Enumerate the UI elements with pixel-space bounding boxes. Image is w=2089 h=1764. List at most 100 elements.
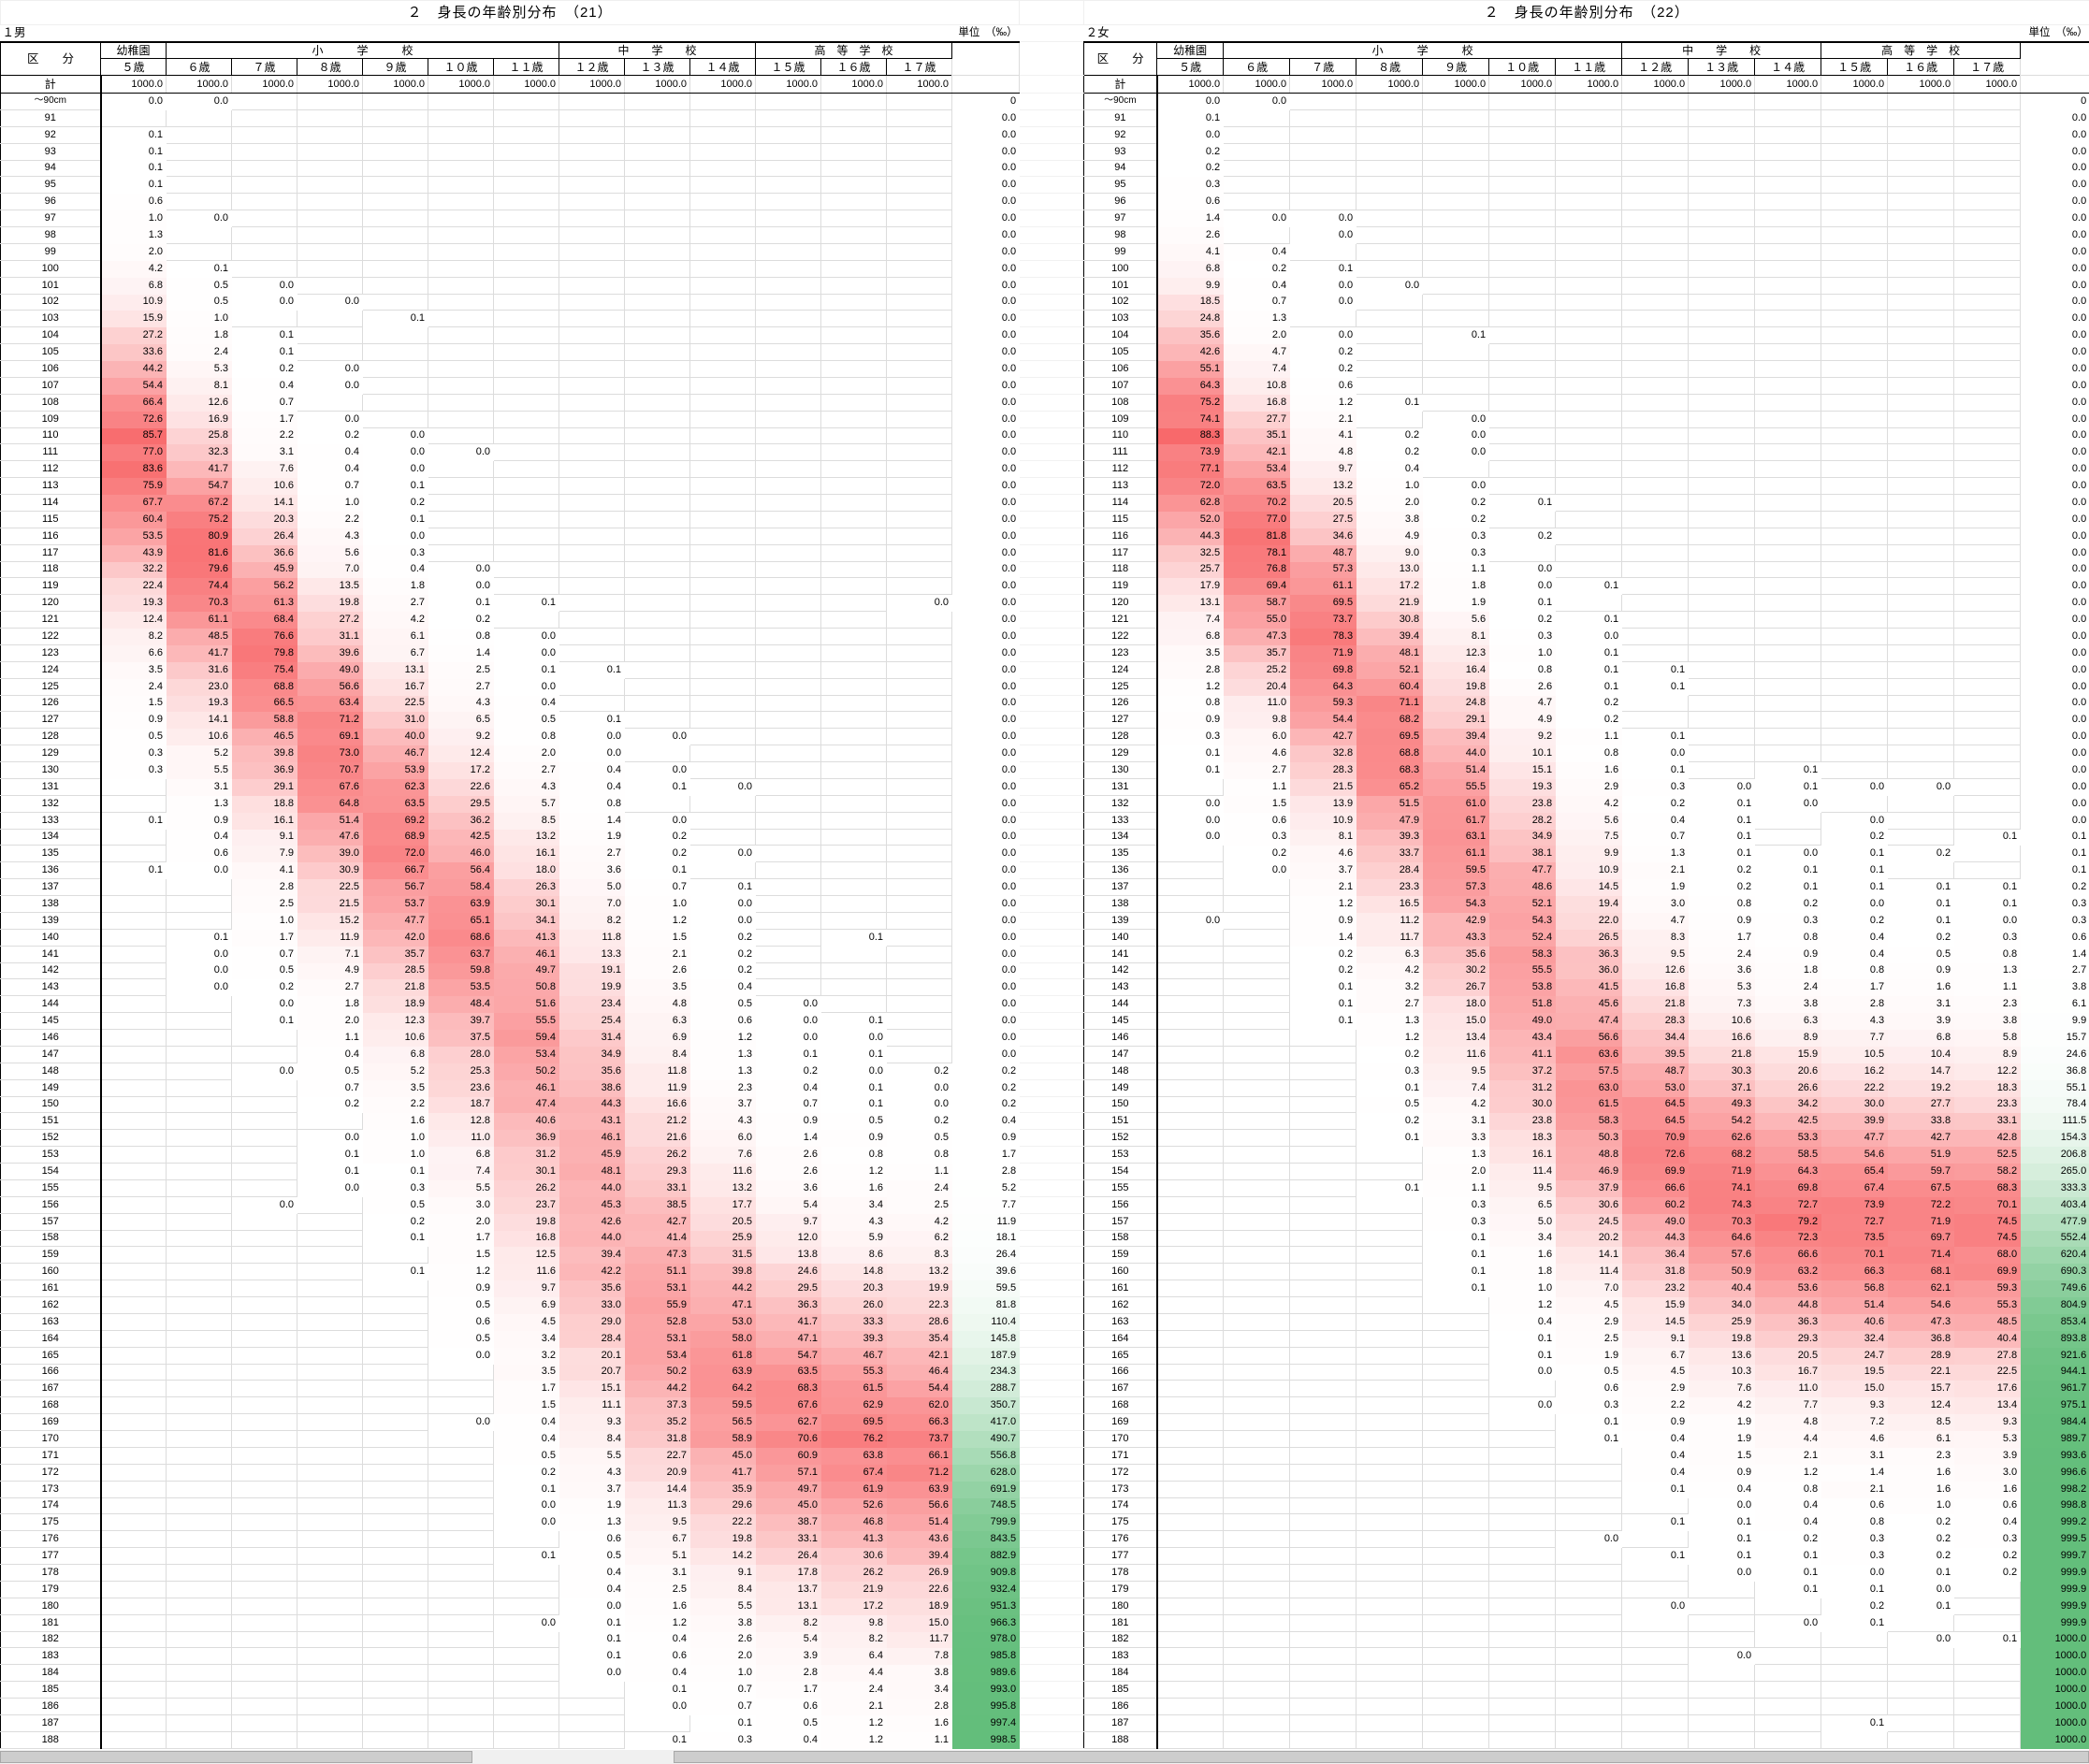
value-cell[interactable] <box>1488 210 1557 227</box>
value-cell[interactable]: 2.7 <box>1356 995 1424 1014</box>
value-cell[interactable] <box>1223 193 1291 211</box>
value-cell[interactable]: 36.3 <box>755 1296 821 1314</box>
value-cell[interactable]: 0.2 <box>362 1212 428 1231</box>
value-cell[interactable]: 37.5 <box>428 1029 494 1047</box>
value-cell[interactable]: 0.4 <box>689 978 756 997</box>
value-cell[interactable]: 57.6 <box>1688 1246 1756 1265</box>
value-cell[interactable]: 39.5 <box>1621 1045 1690 1063</box>
value-cell[interactable]: 0.0 <box>624 1698 690 1715</box>
cumulative-cell[interactable]: 620.4 <box>2020 1246 2089 1265</box>
value-cell[interactable]: 0.1 <box>1953 895 2022 913</box>
value-cell[interactable] <box>1821 376 1889 395</box>
value-cell[interactable]: 1.2 <box>1488 1296 1557 1314</box>
value-cell[interactable]: 48.7 <box>1289 543 1357 562</box>
value-cell[interactable]: 1.1 <box>1223 777 1291 796</box>
value-cell[interactable]: 13.7 <box>755 1580 821 1598</box>
value-cell[interactable] <box>231 1580 297 1598</box>
value-cell[interactable] <box>886 1045 952 1063</box>
value-cell[interactable]: 51.1 <box>624 1263 690 1281</box>
value-cell[interactable] <box>1156 1246 1225 1265</box>
value-cell[interactable] <box>886 845 952 863</box>
value-cell[interactable]: 68.2 <box>1688 1146 1756 1164</box>
value-cell[interactable] <box>1156 1146 1225 1164</box>
value-cell[interactable] <box>755 460 821 479</box>
value-cell[interactable] <box>1422 393 1490 412</box>
value-cell[interactable] <box>624 443 690 462</box>
value-cell[interactable]: 0.1 <box>1621 1547 1690 1565</box>
row-label[interactable]: 97 <box>0 210 102 227</box>
value-cell[interactable] <box>297 1363 363 1381</box>
value-cell[interactable]: 0.8 <box>1488 660 1557 679</box>
value-cell[interactable] <box>1555 1613 1623 1632</box>
value-cell[interactable]: 24.8 <box>1422 694 1490 713</box>
value-cell[interactable] <box>1621 1580 1690 1598</box>
value-cell[interactable]: 3.1 <box>1821 1446 1889 1465</box>
value-cell[interactable] <box>624 560 690 579</box>
value-cell[interactable] <box>820 293 887 311</box>
value-cell[interactable] <box>1555 494 1623 512</box>
value-cell[interactable] <box>624 460 690 479</box>
value-cell[interactable] <box>1488 1730 1557 1749</box>
value-cell[interactable]: 42.2 <box>559 1263 625 1281</box>
value-cell[interactable] <box>428 242 494 261</box>
value-cell[interactable]: 1.2 <box>624 911 690 930</box>
value-cell[interactable]: 7.2 <box>1821 1413 1889 1431</box>
value-cell[interactable] <box>755 745 821 762</box>
total-row-label[interactable]: 計 <box>1083 75 1158 94</box>
value-cell[interactable]: 0.0 <box>689 777 756 796</box>
value-cell[interactable] <box>297 1212 363 1231</box>
value-cell[interactable] <box>428 360 494 378</box>
value-cell[interactable] <box>1555 527 1623 545</box>
value-cell[interactable] <box>1754 660 1822 679</box>
cumulative-cell[interactable]: 989.7 <box>2020 1430 2089 1448</box>
value-cell[interactable] <box>1223 1062 1291 1080</box>
value-cell[interactable]: 36.3 <box>1555 945 1623 963</box>
value-cell[interactable]: 0.1 <box>559 1630 625 1649</box>
value-cell[interactable] <box>1821 326 1889 345</box>
value-cell[interactable] <box>1356 1212 1424 1231</box>
value-cell[interactable]: 30.2 <box>1422 962 1490 980</box>
value-cell[interactable] <box>886 794 952 813</box>
value-cell[interactable]: 49.0 <box>1621 1212 1690 1231</box>
value-cell[interactable] <box>689 125 756 144</box>
value-cell[interactable]: 53.0 <box>689 1312 756 1331</box>
value-cell[interactable] <box>1156 777 1225 796</box>
value-cell[interactable]: 44.0 <box>1422 745 1490 762</box>
value-cell[interactable] <box>1156 1730 1225 1749</box>
value-cell[interactable] <box>1356 1713 1424 1732</box>
value-cell[interactable] <box>755 911 821 930</box>
cumulative-cell[interactable]: 403.4 <box>2020 1195 2089 1214</box>
value-cell[interactable]: 8.4 <box>689 1580 756 1598</box>
value-cell[interactable]: 46.7 <box>362 745 428 762</box>
value-cell[interactable] <box>559 494 625 512</box>
value-cell[interactable]: 70.2 <box>1223 494 1291 512</box>
value-cell[interactable] <box>1821 694 1889 713</box>
value-cell[interactable] <box>559 393 625 412</box>
value-cell[interactable]: 0.2 <box>297 427 363 445</box>
cumulative-cell[interactable]: 0.0 <box>950 845 1021 863</box>
value-cell[interactable]: 0.2 <box>886 1062 952 1080</box>
value-cell[interactable] <box>231 1312 297 1331</box>
value-cell[interactable]: 19.4 <box>1555 895 1623 913</box>
value-cell[interactable] <box>166 1296 232 1314</box>
value-cell[interactable] <box>231 1530 297 1549</box>
value-cell[interactable] <box>297 1580 363 1598</box>
value-cell[interactable] <box>820 176 887 195</box>
value-cell[interactable] <box>559 226 625 244</box>
value-cell[interactable] <box>1555 360 1623 378</box>
value-cell[interactable]: 11.0 <box>1223 694 1291 713</box>
cumulative-cell[interactable] <box>2020 75 2089 94</box>
cumulative-cell[interactable]: 417.0 <box>950 1413 1021 1431</box>
value-cell[interactable] <box>820 845 887 863</box>
value-cell[interactable] <box>1289 1664 1357 1683</box>
value-cell[interactable] <box>231 1296 297 1314</box>
value-cell[interactable] <box>362 410 428 428</box>
value-cell[interactable]: 0.9 <box>820 1129 887 1148</box>
value-cell[interactable]: 1.6 <box>1887 1463 1955 1482</box>
age-header-10[interactable]: １５歳 <box>1821 58 1889 76</box>
value-cell[interactable] <box>1488 427 1557 445</box>
value-cell[interactable] <box>1754 577 1822 596</box>
value-cell[interactable] <box>428 376 494 395</box>
value-cell[interactable]: 20.1 <box>559 1346 625 1365</box>
value-cell[interactable] <box>1555 510 1623 528</box>
